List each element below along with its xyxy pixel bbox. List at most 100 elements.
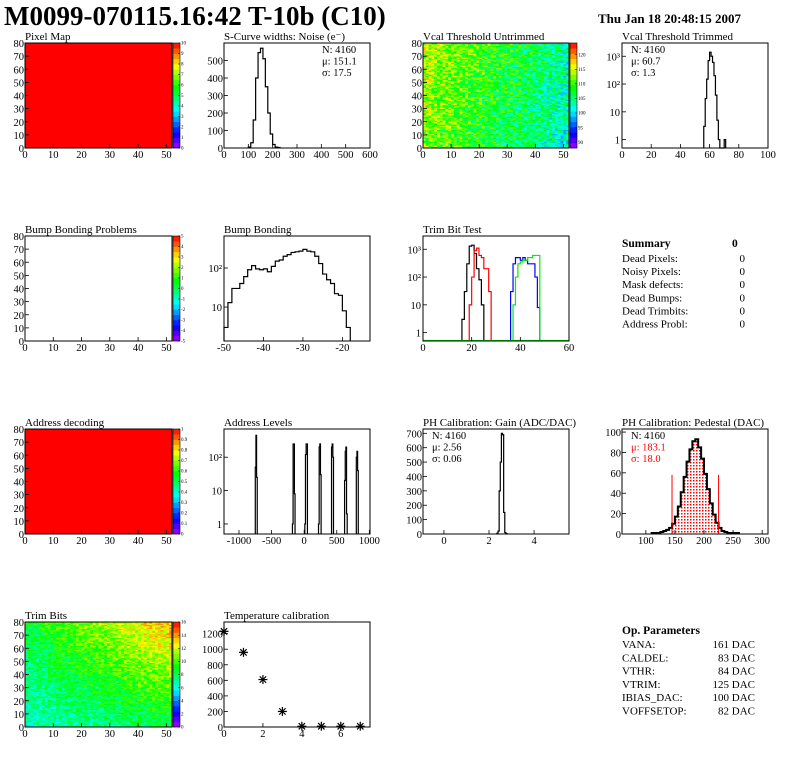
heatmap-cell (465, 138, 469, 141)
heatmap-cell (465, 128, 469, 130)
heatmap-cell (507, 65, 511, 67)
heatmap-cell (512, 102, 516, 104)
heatmap-cell (451, 46, 455, 49)
heatmap-cell (507, 48, 511, 50)
heatmap-cell (476, 134, 480, 137)
heatmap-cell (498, 95, 502, 98)
heatmap-cell (487, 112, 491, 115)
heatmap-cell (496, 74, 500, 77)
heatmap-cell (490, 94, 494, 96)
heatmap-cell (487, 136, 491, 138)
heatmap-cell (526, 109, 530, 112)
heatmap-cell (484, 141, 488, 144)
heatmap-cell (510, 49, 514, 52)
heatmap-cell (442, 102, 446, 104)
heatmap-cell (425, 144, 429, 146)
heatmap-cell (448, 65, 452, 67)
heatmap-cell (465, 61, 469, 63)
heatmap-cell (504, 96, 508, 99)
heatmap-cell (526, 141, 530, 144)
heatmap-cell (465, 50, 469, 53)
heatmap-cell (425, 82, 429, 84)
plot-frame (422, 235, 570, 342)
heatmap-cell (524, 136, 528, 138)
heatmap-cell (467, 87, 472, 90)
heatmap-cell (496, 146, 500, 149)
heatmap-cell (431, 77, 435, 79)
heatmap-cell (518, 85, 522, 87)
heatmap-cell (481, 132, 486, 134)
heatmap-cell (445, 91, 449, 94)
heatmap-cell (437, 121, 441, 124)
heatmap-cell (515, 73, 519, 75)
heatmap-cell (526, 132, 530, 134)
heatmap-cell (434, 115, 438, 117)
heatmap-cell (437, 49, 441, 52)
heatmap-cell (487, 146, 491, 149)
heatmap-cell (524, 134, 528, 137)
heatmap-cell (434, 141, 438, 144)
heatmap-cell (437, 111, 441, 113)
heatmap-cell (451, 77, 455, 79)
heatmap-cell (507, 61, 511, 63)
heatmap-cell (524, 70, 528, 73)
heatmap-cell (442, 98, 446, 100)
heatmap-cell (428, 56, 432, 58)
heatmap-cell (456, 66, 460, 69)
heatmap-cell (476, 90, 480, 92)
heatmap-cell (512, 85, 516, 87)
heatmap-cell (510, 46, 514, 49)
heatmap-cell (529, 115, 533, 117)
heatmap-cell (442, 46, 446, 49)
heatmap-cell (448, 99, 452, 102)
heatmap-cell (529, 130, 533, 133)
heatmap-cell (490, 44, 494, 46)
heatmap-cell (456, 104, 460, 107)
heatmap-cell (453, 61, 457, 63)
heatmap-cell (484, 45, 488, 48)
heatmap-cell (431, 45, 435, 48)
heatmap-cell (437, 119, 441, 121)
heatmap-cell (459, 81, 463, 83)
heatmap-cell (462, 106, 466, 108)
heatmap-cell (459, 116, 463, 119)
heatmap-cell (515, 87, 519, 90)
heatmap-cell (434, 43, 438, 45)
heatmap-cell (451, 79, 455, 82)
heatmap-cell (428, 142, 432, 145)
heatmap-cell (439, 54, 443, 57)
heatmap-cell (442, 69, 446, 71)
heatmap-cell (504, 137, 508, 140)
heatmap-cell (490, 86, 494, 88)
heatmap-cell (518, 144, 522, 146)
heatmap-cell (428, 108, 432, 111)
heatmap-cell (479, 65, 483, 67)
heatmap-cell (431, 79, 435, 82)
heatmap-cell (459, 85, 463, 87)
heatmap-cell (442, 132, 446, 134)
heatmap-cell (518, 102, 522, 104)
heatmap-cell (501, 117, 505, 120)
heatmap-cell (515, 145, 519, 147)
heatmap-cell (445, 78, 449, 81)
heatmap-cell (479, 46, 483, 49)
heatmap-cell (476, 115, 480, 117)
heatmap-cell (484, 136, 488, 138)
heatmap-cell (437, 133, 441, 136)
heatmap-cell (439, 124, 443, 126)
heatmap-cell (459, 82, 463, 84)
heatmap-cell (428, 62, 432, 65)
heatmap-cell (501, 103, 505, 105)
heatmap-cell (515, 98, 519, 100)
heatmap-cell (498, 145, 502, 147)
heatmap-cell (487, 69, 491, 71)
heatmap-cell (431, 133, 435, 136)
heatmap-cell (467, 144, 472, 146)
heatmap-cell (479, 100, 483, 103)
heatmap-cell (529, 43, 533, 45)
heatmap-cell (467, 112, 472, 115)
heatmap-cell (532, 121, 536, 124)
heatmap-cell (462, 46, 466, 49)
